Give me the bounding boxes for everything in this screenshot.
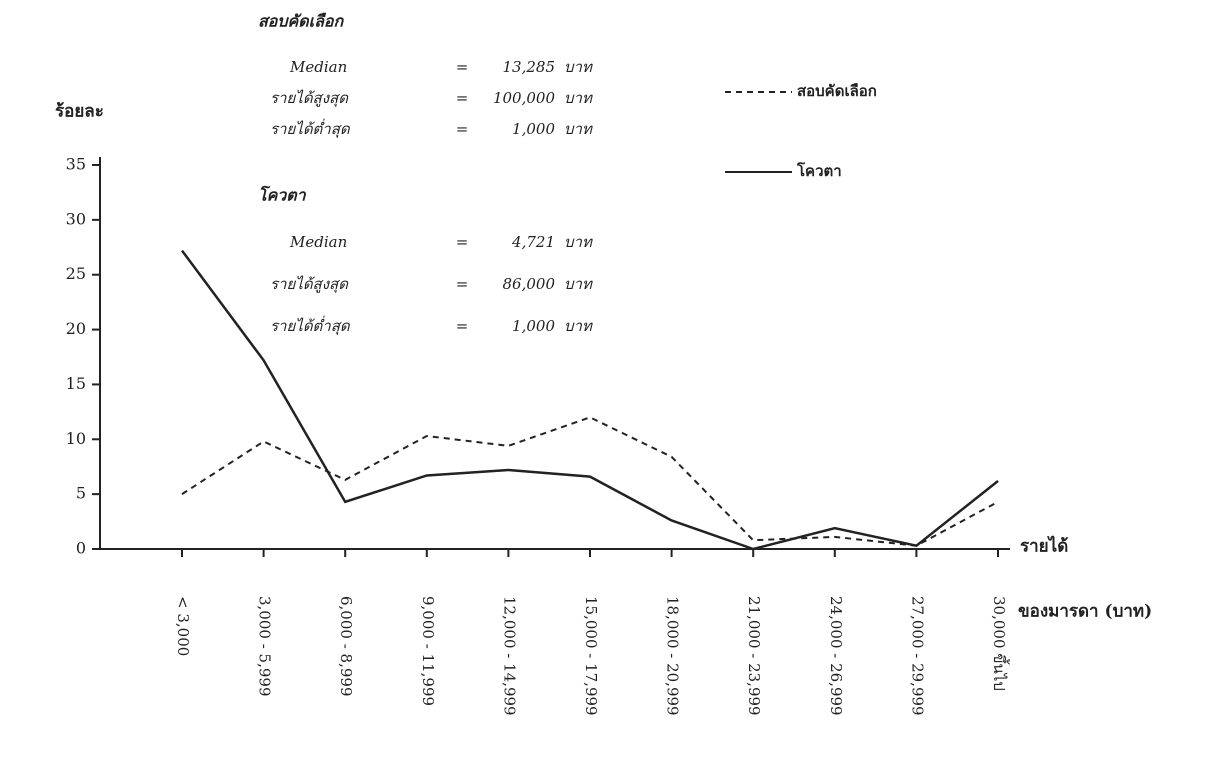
y-tick-label: 30 — [66, 209, 86, 228]
annotation-unit: บาท — [564, 58, 593, 76]
annotation-value: 4,721 — [511, 233, 555, 251]
annotation-unit: บาท — [564, 233, 593, 251]
x-tick-label: 3,000 - 5,999 — [256, 596, 274, 697]
x-tick-label: < 3,000 — [174, 596, 192, 656]
annotation-title: สอบคัดเลือก — [258, 12, 345, 31]
x-tick-label: 6,000 - 8,999 — [337, 596, 355, 697]
y-tick-label: 5 — [76, 484, 86, 503]
annotation-equals: = — [456, 317, 469, 335]
annotation-equals: = — [456, 120, 469, 138]
x-tick-label: 21,000 - 23,999 — [745, 596, 763, 716]
x-tick-label: 27,000 - 29,999 — [908, 596, 926, 716]
x-tick-label: 9,000 - 11,999 — [419, 596, 437, 706]
annotation-label: รายได้สูงสุด — [270, 275, 349, 293]
annotation-equals: = — [456, 275, 469, 293]
x-axis-label: รายได้ — [1020, 536, 1068, 557]
annotation-equals: = — [456, 89, 469, 107]
y-tick-label: 15 — [66, 374, 86, 393]
annotation-label: รายได้สูงสุด — [270, 89, 349, 107]
annotation-label: รายได้ต่ำสุด — [270, 315, 351, 335]
annotation-equals: = — [456, 58, 469, 76]
y-tick-label: 0 — [76, 539, 86, 558]
annotation-unit: บาท — [564, 317, 593, 335]
annotation-value: 13,285 — [503, 58, 556, 76]
x-axis-label: ของมารดา (บาท) — [1018, 602, 1152, 622]
annotation-value: 86,000 — [503, 275, 556, 293]
annotation-label: รายได้ต่ำสุด — [270, 118, 351, 138]
annotation-value: 1,000 — [512, 317, 555, 335]
annotation-title: โควตา — [258, 186, 307, 205]
annotation-equals: = — [456, 233, 469, 251]
series-line — [180, 249, 999, 551]
annotation-unit: บาท — [564, 120, 593, 138]
annotation-value: 100,000 — [493, 89, 555, 107]
y-axis-label: ร้อยละ — [55, 102, 104, 122]
annotation-label: Median — [289, 58, 347, 76]
y-tick-label: 20 — [66, 319, 86, 338]
x-tick-label: 12,000 - 14,999 — [500, 596, 518, 716]
y-tick-label: 25 — [66, 264, 86, 283]
x-tick-label: 15,000 - 17,999 — [582, 596, 600, 716]
x-tick-label: 24,000 - 26,999 — [827, 596, 845, 716]
annotation-value: 1,000 — [512, 120, 555, 138]
x-tick-label: 30,000 ขึ้นไป — [990, 596, 1010, 691]
legend-label: สอบคัดเลือก — [797, 82, 877, 100]
x-tick-label: 18,000 - 20,999 — [664, 596, 682, 716]
annotation-unit: บาท — [564, 89, 593, 107]
y-tick-label: 35 — [66, 155, 86, 174]
legend-label: โควตา — [796, 161, 842, 180]
y-tick-label: 10 — [66, 429, 86, 448]
series-line — [181, 416, 999, 547]
annotation-label: Median — [289, 233, 347, 251]
annotation-unit: บาท — [564, 275, 593, 293]
